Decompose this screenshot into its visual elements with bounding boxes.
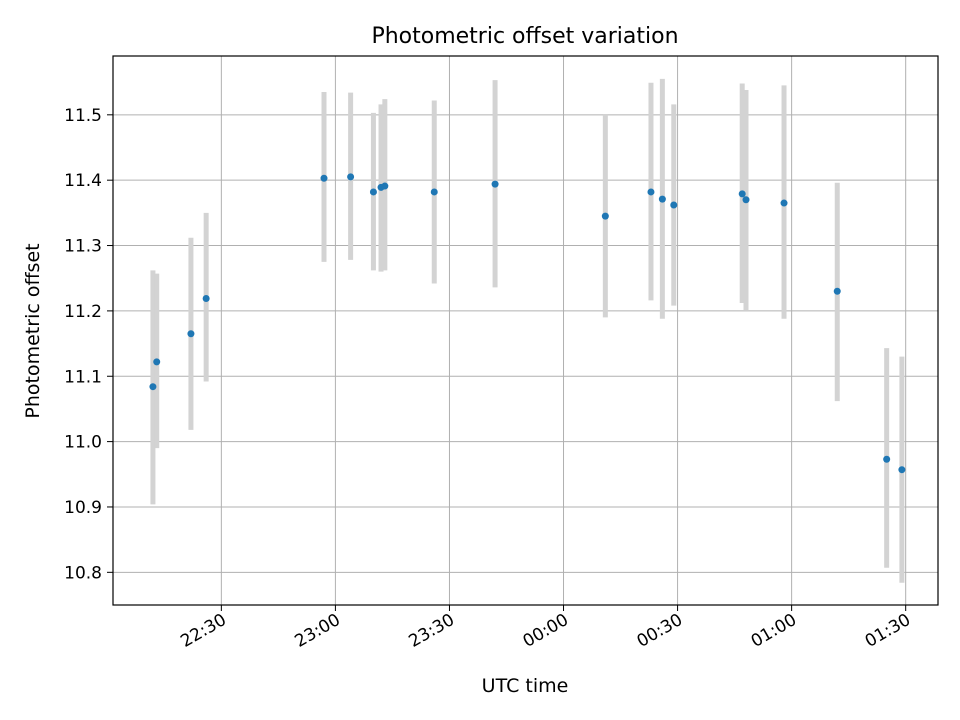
grid xyxy=(113,56,938,605)
data-point xyxy=(149,383,157,391)
plot-frame xyxy=(112,55,939,606)
data-point xyxy=(320,174,328,182)
data-point xyxy=(347,173,355,181)
data-point xyxy=(601,212,609,220)
y-axis: 10.8 10.9 11.0 11.1 11.2 11.3 11.4 11.5 xyxy=(64,106,113,583)
y-tick-label: 11.1 xyxy=(64,367,102,387)
y-tick-label: 10.8 xyxy=(64,563,102,583)
data-point xyxy=(883,455,891,463)
y-tick-label: 11.0 xyxy=(64,433,102,453)
y-tick-label: 11.5 xyxy=(64,106,102,126)
data-point xyxy=(780,199,788,207)
chart-title: Photometric offset variation xyxy=(371,24,678,49)
data-point xyxy=(430,188,438,196)
y-tick-label: 11.4 xyxy=(64,171,102,191)
y-tick-label: 11.2 xyxy=(64,302,102,322)
data-point xyxy=(742,196,750,204)
data-point xyxy=(187,330,195,338)
x-axis-label: UTC time xyxy=(482,675,569,697)
data-point xyxy=(833,287,841,295)
data-point xyxy=(153,358,161,366)
y-axis-label: Photometric offset xyxy=(22,243,44,418)
y-tick-label: 11.3 xyxy=(64,237,102,257)
data-point xyxy=(491,180,499,188)
data-point xyxy=(738,190,746,198)
data-point xyxy=(670,201,678,209)
data-point xyxy=(898,466,906,474)
data-point xyxy=(369,188,377,196)
data-points xyxy=(149,173,906,474)
data-point xyxy=(647,188,655,196)
data-point xyxy=(202,294,210,302)
data-point xyxy=(381,182,389,190)
y-tick-label: 10.9 xyxy=(64,498,102,518)
data-point xyxy=(658,195,666,203)
